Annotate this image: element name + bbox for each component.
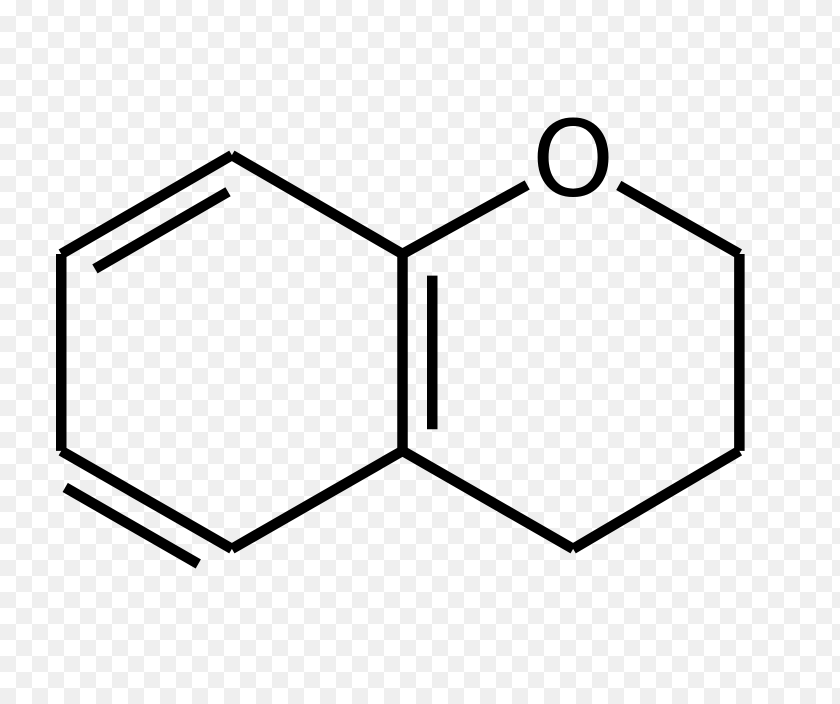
bond-C7-C5 [573, 451, 739, 549]
molecule-diagram: O [0, 0, 840, 704]
atom-label-O1: O [532, 99, 615, 221]
bond-O1-C8 [619, 185, 740, 254]
bond-C5-C4a [403, 451, 574, 549]
bond-C3-C4-inner [65, 487, 198, 563]
bond-C4-C4a [232, 451, 403, 549]
bond-C8a-C1 [232, 155, 403, 254]
bond-C8a-O1 [403, 185, 528, 254]
bond-C1-C2-inner [95, 192, 228, 269]
